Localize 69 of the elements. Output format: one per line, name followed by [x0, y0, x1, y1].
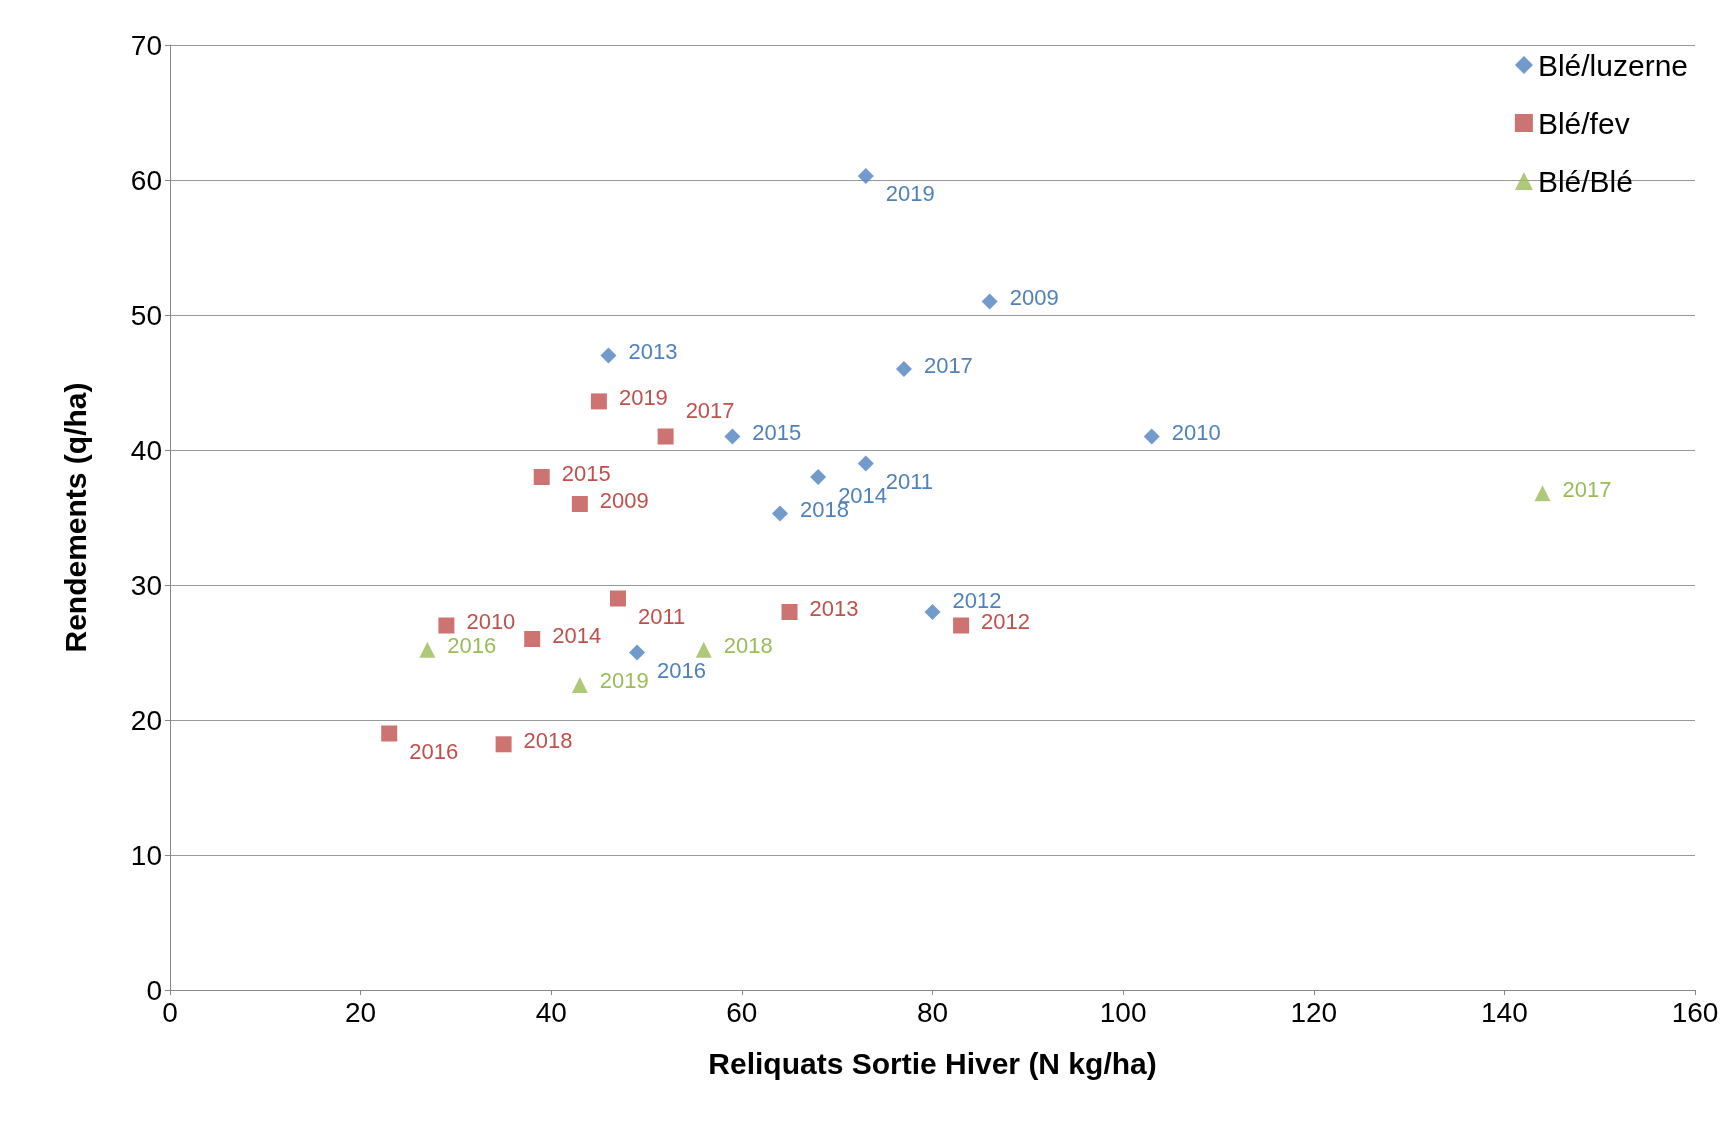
- x-axis-title: Reliquats Sortie Hiver (N kg/ha): [708, 1046, 1157, 1080]
- point: [381, 725, 398, 742]
- annotation: 2019: [618, 384, 668, 410]
- point: [495, 736, 512, 753]
- point: [953, 617, 970, 634]
- point: [571, 676, 588, 693]
- annotation: 2014: [552, 622, 602, 648]
- annotation: 2019: [599, 668, 649, 694]
- y-tick-label: 10: [130, 839, 162, 871]
- annotation: 2010: [1171, 420, 1221, 445]
- point: [590, 393, 607, 410]
- annotation: 2017: [923, 352, 973, 378]
- point: [924, 604, 941, 620]
- y-tick-label: 60: [130, 164, 162, 196]
- x-tick-label: 80: [916, 996, 949, 1028]
- x-tick-label: 100: [1099, 996, 1147, 1028]
- point: [600, 347, 617, 364]
- annotation: 2009: [599, 487, 649, 513]
- x-tick-label: 60: [726, 996, 758, 1028]
- annotation: 2015: [561, 460, 611, 486]
- annotation: 2019: [885, 181, 935, 207]
- point: [772, 505, 788, 522]
- x-tick-label: 160: [1671, 996, 1719, 1028]
- annotation: 2017: [1562, 476, 1612, 502]
- y-tick-label: 30: [130, 569, 162, 601]
- annotation: 2009: [1009, 285, 1059, 310]
- point: [810, 469, 827, 485]
- point: [657, 428, 674, 445]
- legend-label: Blé/fev: [1537, 106, 1630, 140]
- point: [895, 361, 912, 377]
- point: [524, 631, 541, 647]
- x-tick-label: 20: [345, 996, 377, 1028]
- point: [981, 293, 998, 310]
- point: [724, 428, 741, 445]
- annotation: 2017: [685, 398, 735, 423]
- point: [419, 641, 436, 658]
- point: [857, 455, 874, 472]
- x-tick-label: 120: [1290, 996, 1338, 1028]
- annotation: 2015: [752, 420, 802, 445]
- annotation: 2016: [657, 658, 706, 683]
- point: [438, 617, 455, 634]
- point: [1143, 428, 1160, 445]
- y-tick-label: 70: [130, 29, 162, 61]
- point: [571, 496, 588, 512]
- point: [1534, 485, 1551, 502]
- x-tick-label: 140: [1481, 996, 1528, 1028]
- y-axis-title: Rendements (q/ha): [58, 382, 92, 653]
- annotation: 2016: [409, 739, 459, 764]
- point: [609, 590, 626, 607]
- annotation: 2011: [637, 604, 686, 629]
- point: [857, 167, 874, 184]
- x-tick-label: 40: [535, 996, 567, 1028]
- y-tick-label: 20: [130, 704, 162, 736]
- annotation: 2018: [723, 633, 773, 659]
- legend-label: Blé/Blé: [1537, 164, 1633, 198]
- annotation: 2010: [466, 609, 516, 634]
- annotation: 2011: [885, 469, 934, 494]
- point: [533, 469, 550, 485]
- point: [781, 604, 798, 620]
- y-tick-label: 0: [146, 974, 162, 1006]
- annotation: 2013: [809, 595, 859, 621]
- y-tick-label: 40: [130, 434, 162, 466]
- annotation: 2013: [628, 339, 678, 364]
- point: [629, 644, 646, 661]
- point: [695, 641, 712, 658]
- y-tick-label: 50: [130, 299, 162, 331]
- legend-label: Blé/luzerne: [1537, 48, 1689, 82]
- annotation: 2016: [447, 633, 497, 659]
- annotation: 2018: [523, 727, 573, 753]
